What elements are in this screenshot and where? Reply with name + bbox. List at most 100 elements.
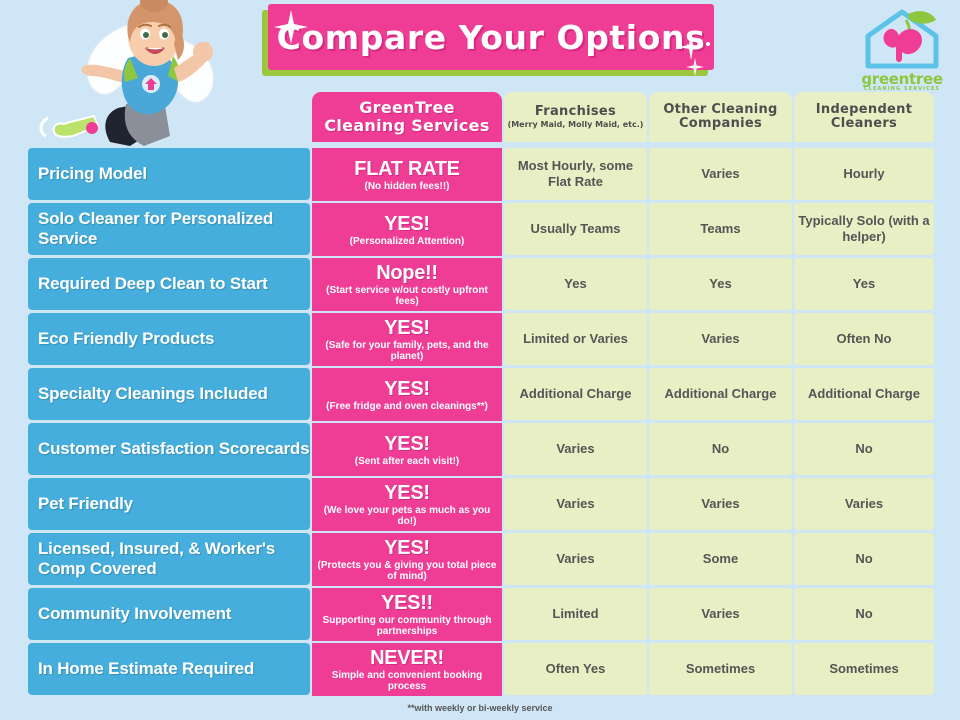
greentree-value: Nope!! [376,262,438,284]
competitor-value-cell-independent: Hourly [794,148,934,200]
competitor-value-cell-other: Some [649,533,792,585]
feature-label-cell: Specialty Cleanings Included [28,368,310,420]
competitor-value-cell-other: Yes [649,258,792,310]
competitor-value-cell-independent: Sometimes [794,643,934,695]
competitor-value: Additional Charge [519,386,632,401]
cleaning-fairy-mascot [18,0,248,156]
competitor-value: No [855,606,873,621]
greentree-value: YES! [384,317,430,339]
column-header-title-2: Companies [678,116,763,131]
competitor-value: Varies [556,441,595,456]
competitor-value: Teams [700,221,741,236]
footnote: **with weekly or bi-weekly service [407,703,553,713]
feature-label: Required Deep Clean to Start [38,274,268,293]
greentree-value-note: Supporting our community through partner… [322,615,492,637]
feature-label: Specialty Cleanings Included [38,384,268,403]
greentree-value-note: Simple and convenient booking process [331,670,483,692]
competitor-value-cell-franchises: Usually Teams [504,203,647,255]
greentree-value-note: (Free fridge and oven cleanings**) [326,400,488,412]
greentree-value: YES!! [381,592,433,614]
competitor-value-cell-independent: No [794,588,934,640]
greentree-logo: greentree CLEANING SERVICES [852,8,952,108]
competitor-value-cell-franchises: Additional Charge [504,368,647,420]
greentree-value: YES! [384,377,430,400]
feature-label: In Home Estimate Required [38,659,255,678]
feature-label-cell: Solo Cleaner for Personalized Service [28,203,310,255]
feature-label: Pricing Model [38,164,147,183]
competitor-value-cell-other: No [649,423,792,475]
column-header-subtitle: (Merry Maid, Molly Maid, etc.) [507,120,644,129]
greentree-value-note: (Safe for your family, pets, and the pla… [325,340,489,362]
competitor-value-cell-independent: Typically Solo (with a helper) [794,203,934,255]
competitor-value: Limited [552,606,599,621]
competitor-value-cell-franchises: Varies [504,533,647,585]
greentree-value-cell: YES! (Safe for your family, pets, and the… [312,313,502,366]
greentree-value-note: (Protects you & giving you total piece o… [317,560,497,582]
greentree-value-cell: Nope!! (Start service w/out costly upfron… [312,258,502,311]
feature-label: Community Involvement [38,604,232,623]
competitor-value: Additional Charge [808,386,920,401]
competitor-value-cell-other: Varies [649,313,792,365]
competitor-value: Usually Teams [530,221,621,236]
competitor-value-cell-franchises: Most Hourly, some Flat Rate [504,148,647,200]
greentree-value: NEVER! [370,647,444,669]
competitor-value: Often No [836,331,892,346]
competitor-value: No [855,441,873,456]
competitor-value: Varies [844,496,884,511]
column-header-title: Franchises [534,104,617,119]
feature-label-cell: Required Deep Clean to Start [28,258,310,310]
banner-bar: Compare Your Options [268,4,714,70]
competitor-value: Often Yes [545,661,606,676]
competitor-value-cell-other: Varies [649,588,792,640]
competitor-value: Additional Charge [664,386,777,401]
feature-label-cell: Community Involvement [28,588,310,640]
competitor-value-cell-other: Teams [649,203,792,255]
feature-label: Eco Friendly Products [38,329,215,348]
feature-label: Pet Friendly [38,494,133,513]
competitor-value: Varies [701,496,740,511]
greentree-value-note: (Sent after each visit!) [354,455,460,467]
greentree-value: YES! [384,482,430,504]
competitor-value-cell-franchises: Yes [504,258,647,310]
feature-label: Licensed, Insured, & Worker's Comp Cover… [38,539,275,578]
competitor-value: Yes [564,276,587,291]
competitor-value: Yes [709,276,732,291]
competitor-value-cell-franchises: Varies [504,478,647,530]
feature-label-cell: Pricing Model [28,148,310,200]
feature-label: Customer Satisfaction Scorecards [38,439,310,458]
comparison-table: GreenTree Cleaning Services Franchises (Mer… [28,92,934,702]
competitor-value: Some [702,551,739,566]
column-header-title: Other Cleaning [663,102,778,117]
competitor-value-cell-other: Sometimes [649,643,792,695]
feature-label-cell: In Home Estimate Required [28,643,310,695]
greentree-value-cell: YES! (Personalized Attention) [312,203,502,256]
greentree-value-note: (Start service w/out costly upfront fees… [326,285,488,307]
column-header-franchises: Franchises (Merry Maid, Molly Maid, etc.) [504,92,647,142]
greentree-value-cell: FLAT RATE (No hidden fees!!) [312,148,502,201]
competitor-value-cell-franchises: Often Yes [504,643,647,695]
greentree-value: YES! [384,537,430,559]
competitor-value-cell-independent: No [794,533,934,585]
greentree-value: YES! [384,212,430,235]
competitor-value: No [855,551,873,566]
competitor-value-cell-independent: Additional Charge [794,368,934,420]
banner: Compare Your Options [262,4,714,76]
competitor-value: Typically Solo (with a helper) [798,213,930,244]
greentree-value-cell: YES! (Sent after each visit!) [312,423,502,476]
competitor-value-cell-independent: Varies [794,478,934,530]
feature-label-cell: Pet Friendly [28,478,310,530]
competitor-value: Sometimes [829,661,899,676]
competitor-value-cell-independent: Often No [794,313,934,365]
competitor-value-cell-other: Varies [649,148,792,200]
greentree-value-note: (No hidden fees!!) [364,180,450,192]
column-header-title: GreenTree [359,98,455,117]
column-header-title-2: Cleaners [830,116,898,131]
column-header-title: Independent [815,102,913,117]
greentree-value: YES! [384,432,430,455]
greentree-value-cell: YES!! Supporting our community through pa… [312,588,502,641]
competitor-value: Varies [701,331,740,346]
competitor-value: Hourly [843,166,885,181]
column-header-independent: Independent Cleaners [794,92,934,142]
competitor-value-cell-other: Additional Charge [649,368,792,420]
